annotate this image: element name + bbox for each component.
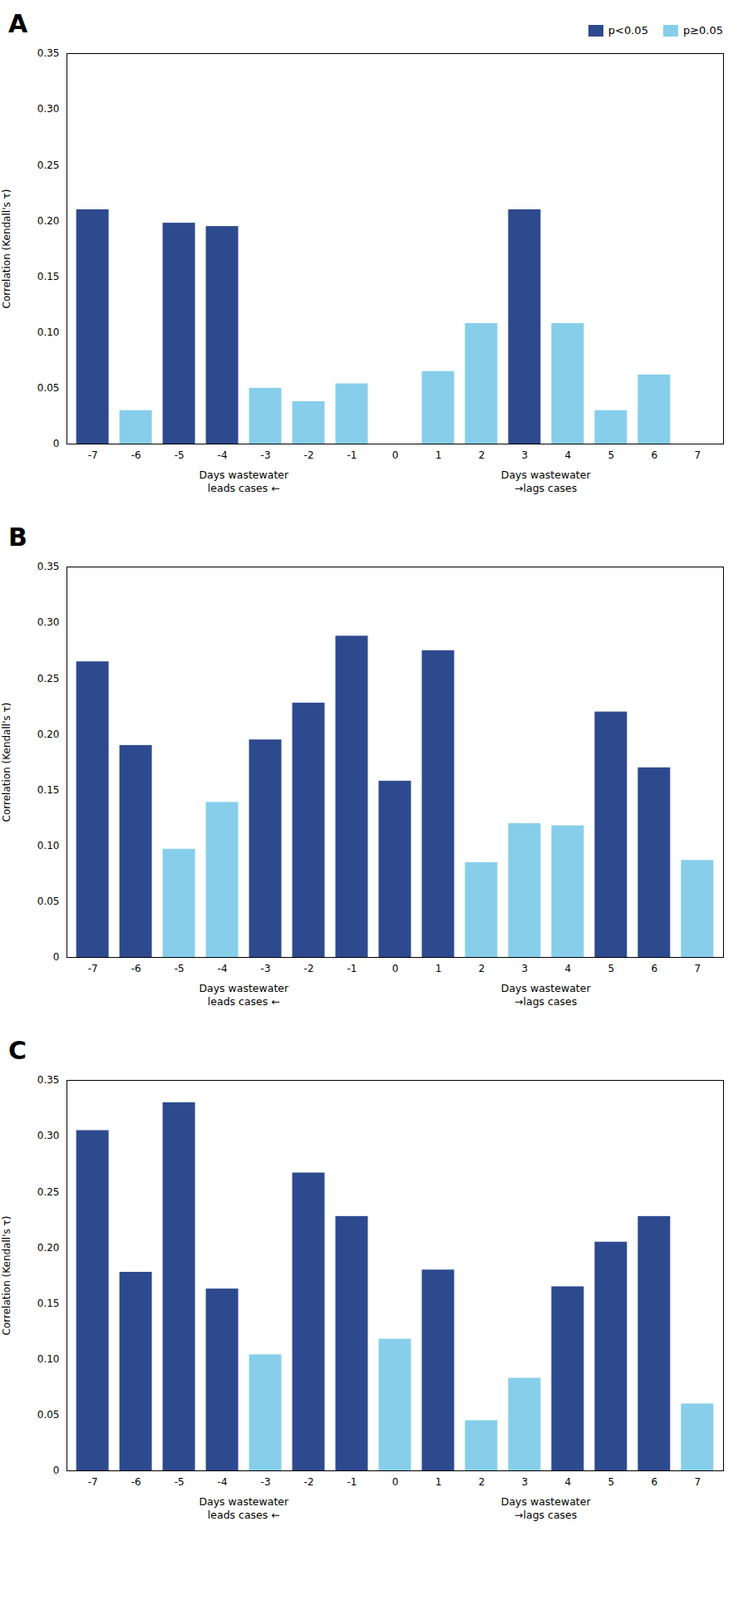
svg-text:-7: -7 — [88, 1476, 99, 1489]
svg-text:Correlation (Kendall's τ): Correlation (Kendall's τ) — [0, 189, 13, 310]
svg-text:5: 5 — [608, 449, 616, 462]
svg-text:7: 7 — [693, 1476, 701, 1489]
html-text:p≥0.05: p≥0.05 — [683, 24, 724, 37]
svg-text:0.35: 0.35 — [37, 1074, 60, 1087]
svg-text:-1: -1 — [347, 1476, 358, 1489]
svg-text:-1: -1 — [347, 963, 358, 975]
svg-text:3: 3 — [521, 1476, 529, 1489]
svg-text:Correlation (Kendall's τ): Correlation (Kendall's τ) — [0, 703, 13, 823]
svg-text:3: 3 — [521, 963, 529, 975]
svg-text:0.05: 0.05 — [37, 382, 60, 394]
svg-text:-2: -2 — [304, 1476, 315, 1489]
svg-text:0: 0 — [392, 963, 399, 975]
svg-text:0.35: 0.35 — [37, 47, 60, 60]
svg-text:1: 1 — [435, 1476, 443, 1489]
svg-text:-5: -5 — [174, 1476, 185, 1489]
svg-text:5: 5 — [608, 963, 616, 975]
svg-text:0: 0 — [53, 1465, 60, 1477]
svg-text:2: 2 — [478, 449, 486, 462]
svg-text:6: 6 — [651, 449, 659, 462]
svg-text:0.30: 0.30 — [37, 616, 60, 629]
svg-text:0.30: 0.30 — [37, 1130, 60, 1142]
svg-text:-6: -6 — [131, 1476, 142, 1489]
html-text:A: A — [8, 9, 28, 39]
html-text:p<0.05: p<0.05 — [608, 24, 649, 37]
svg-text:Correlation (Kendall's τ): Correlation (Kendall's τ) — [0, 1216, 13, 1337]
html-text:Days wastewater →lags cases: Days wastewater →lags cases — [500, 468, 591, 495]
html-text:Days wastewater leads cases ←: Days wastewater leads cases ← — [198, 468, 289, 495]
svg-text:-4: -4 — [217, 449, 228, 462]
svg-text:0.30: 0.30 — [37, 103, 60, 115]
svg-text:-2: -2 — [304, 963, 315, 975]
html-text:Days wastewater leads cases ←: Days wastewater leads cases ← — [198, 1496, 289, 1522]
svg-text:0: 0 — [392, 1476, 399, 1489]
svg-text:0.25: 0.25 — [37, 1186, 60, 1199]
svg-text:0.20: 0.20 — [37, 728, 60, 741]
svg-text:0: 0 — [53, 437, 60, 450]
svg-text:-4: -4 — [217, 963, 228, 975]
svg-text:-7: -7 — [88, 963, 99, 975]
svg-text:6: 6 — [651, 963, 659, 975]
svg-text:-7: -7 — [88, 449, 99, 462]
svg-text:-1: -1 — [347, 449, 358, 462]
svg-text:0.15: 0.15 — [37, 784, 60, 797]
svg-text:4: 4 — [565, 1476, 572, 1489]
svg-text:6: 6 — [651, 1476, 659, 1489]
svg-text:0.25: 0.25 — [37, 673, 60, 685]
svg-text:5: 5 — [608, 1476, 616, 1489]
svg-text:1: 1 — [435, 963, 443, 975]
svg-text:-6: -6 — [131, 963, 142, 975]
svg-text:7: 7 — [693, 963, 701, 975]
svg-text:-4: -4 — [217, 1476, 228, 1489]
svg-text:0.35: 0.35 — [37, 561, 60, 573]
svg-text:0.15: 0.15 — [37, 1298, 60, 1310]
svg-text:0.05: 0.05 — [37, 1409, 60, 1422]
html-text:Days wastewater →lags cases: Days wastewater →lags cases — [500, 1496, 591, 1522]
html-text:Days wastewater leads cases ←: Days wastewater leads cases ← — [198, 982, 289, 1008]
svg-text:1: 1 — [435, 449, 443, 462]
svg-text:-5: -5 — [174, 963, 185, 975]
svg-text:-3: -3 — [260, 1476, 271, 1489]
svg-text:-3: -3 — [260, 963, 271, 975]
svg-text:0.20: 0.20 — [37, 1242, 60, 1255]
svg-text:0: 0 — [392, 449, 399, 462]
svg-text:0.20: 0.20 — [37, 215, 60, 227]
svg-text:3: 3 — [521, 449, 529, 462]
svg-text:-2: -2 — [304, 449, 315, 462]
svg-text:4: 4 — [565, 449, 572, 462]
svg-text:-5: -5 — [174, 449, 185, 462]
svg-text:-6: -6 — [131, 449, 142, 462]
svg-text:0.25: 0.25 — [37, 159, 60, 172]
svg-text:0.10: 0.10 — [37, 326, 60, 339]
svg-text:0.05: 0.05 — [37, 895, 60, 908]
svg-text:0.10: 0.10 — [37, 1353, 60, 1366]
html-text:B: B — [8, 522, 28, 552]
svg-text:0.15: 0.15 — [37, 270, 60, 283]
svg-text:7: 7 — [693, 449, 701, 462]
svg-text:2: 2 — [478, 963, 486, 975]
svg-text:2: 2 — [478, 1476, 486, 1489]
html-text:Days wastewater →lags cases: Days wastewater →lags cases — [500, 982, 591, 1008]
svg-text:4: 4 — [565, 963, 572, 975]
html-text:C: C — [8, 1036, 27, 1066]
svg-text:0: 0 — [53, 951, 60, 964]
svg-text:0.10: 0.10 — [37, 840, 60, 852]
svg-text:-3: -3 — [260, 449, 271, 462]
